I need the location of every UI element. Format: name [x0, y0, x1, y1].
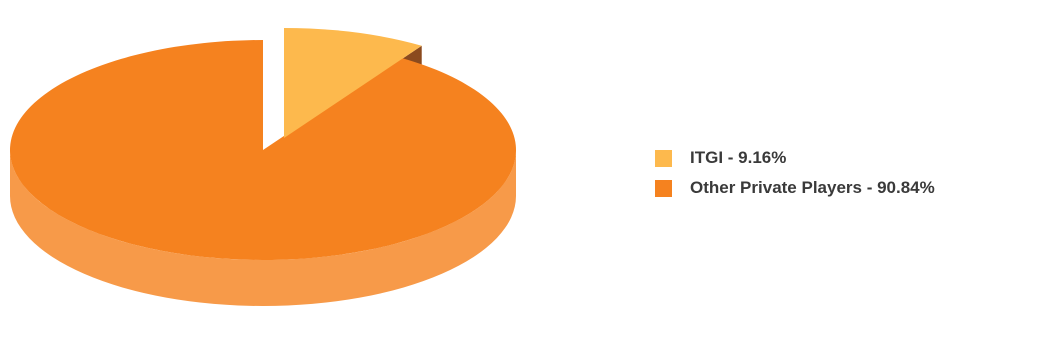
legend-label-itgi: ITGI - 9.16%: [690, 148, 787, 167]
legend-swatch-other-private-players: [655, 179, 672, 197]
slice-side-other-private-players: [10, 150, 516, 306]
legend-item-other-private-players: Other Private Players - 90.84%: [655, 176, 935, 200]
pie-layer: [10, 28, 517, 306]
slice-other-private-players: [10, 40, 517, 261]
legend-label-other-private-players: Other Private Players - 90.84%: [690, 178, 935, 197]
chart-legend: ITGI - 9.16% Other Private Players - 90.…: [655, 146, 935, 206]
legend-item-itgi: ITGI - 9.16%: [655, 146, 935, 170]
legend-swatch-itgi: [655, 149, 672, 167]
slice-itgi: [284, 28, 422, 138]
